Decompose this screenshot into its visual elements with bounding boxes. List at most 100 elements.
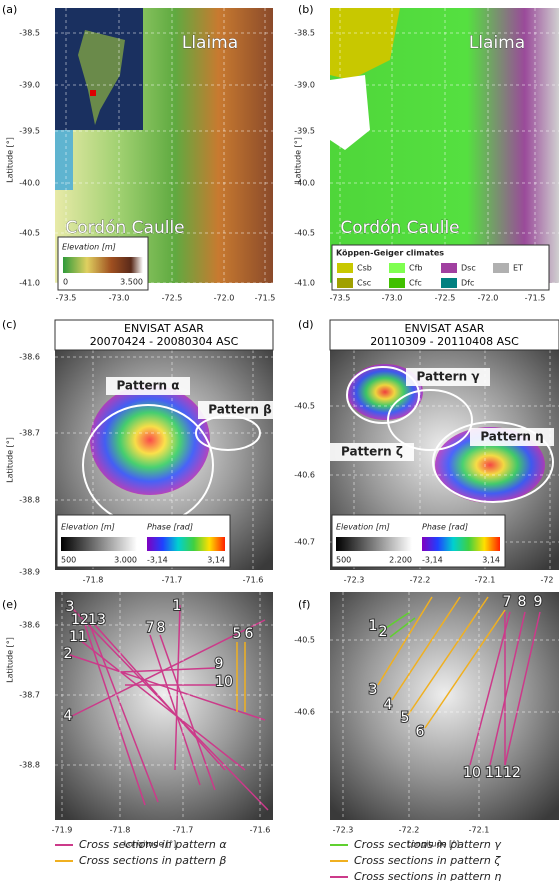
legend-min: 500 xyxy=(336,556,351,565)
pattern-label: Pattern η xyxy=(480,430,543,444)
y-tick-label: -38.6 xyxy=(19,353,40,362)
y-axis-label: Latitude [°] xyxy=(6,437,15,483)
panel-label: (a) xyxy=(2,3,17,16)
section-label: 12 xyxy=(503,765,521,781)
x-tick-label: -71.6 xyxy=(243,576,264,585)
y-tick-label: -40.5 xyxy=(294,229,315,238)
panel-label: (c) xyxy=(2,318,17,331)
legend-max: 2.200 xyxy=(389,556,412,565)
panel: (a)-38.5-39.0-39.5-40.0-40.5-41.0-73.5-7… xyxy=(2,3,275,303)
map xyxy=(330,592,559,820)
legend-swatch xyxy=(389,263,405,273)
legend-entry: Cross sections in pattern β xyxy=(79,854,226,867)
x-tick-label: -72.2 xyxy=(410,576,431,585)
legend-swatch xyxy=(493,263,509,273)
place-name: Cordón Caulle xyxy=(340,218,459,238)
place-name: Llaima xyxy=(469,33,525,53)
x-tick-label: -73.0 xyxy=(382,294,403,303)
ocean xyxy=(55,130,73,190)
section-label: 6 xyxy=(416,724,425,740)
colorbar xyxy=(336,537,412,551)
section-label: 9 xyxy=(534,594,543,610)
x-tick-label: -72.1 xyxy=(475,576,496,585)
legend-max: 3,14 xyxy=(482,556,500,565)
legend-entry: Cross sections in pattern α xyxy=(79,838,227,851)
section-label: 7 xyxy=(503,594,512,610)
y-tick-label: -39.5 xyxy=(19,127,40,136)
section-label: 6 xyxy=(245,626,254,642)
y-tick-label: -38.5 xyxy=(19,29,40,38)
legend-class: Dsc xyxy=(461,264,476,273)
legend-class: Csb xyxy=(357,264,372,273)
legend-min: -3,14 xyxy=(147,556,168,565)
y-tick-label: -40.6 xyxy=(294,471,315,480)
legend-swatch xyxy=(337,278,353,288)
legend-class: ET xyxy=(513,264,523,273)
y-tick-label: -38.6 xyxy=(19,621,40,630)
fringes xyxy=(90,385,210,495)
section-label: 4 xyxy=(384,697,393,713)
legend-swatch xyxy=(337,263,353,273)
panel-title: 20070424 - 20080304 ASC xyxy=(90,335,239,348)
section-label: 10 xyxy=(463,765,481,781)
panel: (d)-40.5-40.6-40.7-72.3-72.2-72.1-72ENVI… xyxy=(294,318,559,585)
panel: (b)-38.5-39.0-39.5-40.0-40.5-41.0-73.5-7… xyxy=(294,3,559,303)
section-label: 2 xyxy=(64,646,73,662)
section-label: 2 xyxy=(379,624,388,640)
colorbar xyxy=(61,537,137,551)
y-tick-label: -40.0 xyxy=(19,179,40,188)
x-tick-label: -71.8 xyxy=(110,826,131,835)
section-label: 7 xyxy=(146,620,155,636)
section-label: 5 xyxy=(401,710,410,726)
y-tick-label: -40.6 xyxy=(294,708,315,717)
section-label: 8 xyxy=(518,594,527,610)
y-tick-label: -39.0 xyxy=(19,81,40,90)
colorbar xyxy=(147,537,225,551)
colorbar xyxy=(63,257,143,273)
legend-max: 3,14 xyxy=(207,556,225,565)
legend-title: Phase [rad] xyxy=(147,523,193,532)
pattern-label: Pattern γ xyxy=(417,370,480,384)
legend-title: Elevation [m] xyxy=(61,523,115,532)
legend-class: Cfc xyxy=(409,279,422,288)
legend-min: 0 xyxy=(63,278,68,287)
legend-entry: Cross sections in pattern η xyxy=(354,870,501,881)
y-tick-label: -39.0 xyxy=(294,81,315,90)
section-label: 8 xyxy=(157,620,166,636)
x-tick-label: -71.8 xyxy=(83,576,104,585)
x-tick-label: -71.7 xyxy=(162,576,183,585)
pattern-label: Pattern β xyxy=(208,403,272,417)
legend-min: -3,14 xyxy=(422,556,443,565)
x-tick-label: -73.0 xyxy=(109,294,130,303)
section-label: 10 xyxy=(215,674,233,690)
section-label: 12 xyxy=(71,612,89,628)
y-tick-label: -39.5 xyxy=(294,127,315,136)
legend-max: 3.000 xyxy=(114,556,137,565)
section-label: 3 xyxy=(369,682,378,698)
place-name: Llaima xyxy=(182,33,238,53)
x-tick-label: -71.5 xyxy=(525,294,546,303)
legend-title: Elevation [m] xyxy=(62,243,116,252)
y-axis-label: Latitude [°] xyxy=(294,137,303,183)
x-tick-label: -71.5 xyxy=(255,294,276,303)
legend-min: 500 xyxy=(61,556,76,565)
legend-class: Cfb xyxy=(409,264,422,273)
section-label: 13 xyxy=(88,612,106,628)
panel-title: ENVISAT ASAR xyxy=(124,322,204,335)
section-label: 1 xyxy=(369,618,378,634)
panel: (e)-38.6-38.7-38.8-71.9-71.8-71.7-71.6La… xyxy=(2,592,273,849)
x-tick-label: -72.5 xyxy=(162,294,183,303)
y-tick-label: -41.0 xyxy=(19,279,40,288)
y-tick-label: -38.8 xyxy=(19,761,40,770)
section-label: 5 xyxy=(233,626,242,642)
section-label: 11 xyxy=(485,765,503,781)
x-tick-label: -72.0 xyxy=(214,294,235,303)
legend-title: Köppen-Geiger climates xyxy=(336,249,444,258)
x-tick-label: -71.7 xyxy=(173,826,194,835)
x-tick-label: -72 xyxy=(540,576,553,585)
figure: (a)-38.5-39.0-39.5-40.0-40.5-41.0-73.5-7… xyxy=(0,0,559,881)
panel-title: ENVISAT ASAR xyxy=(405,322,485,335)
panel-label: (d) xyxy=(298,318,314,331)
y-tick-label: -40.5 xyxy=(19,229,40,238)
